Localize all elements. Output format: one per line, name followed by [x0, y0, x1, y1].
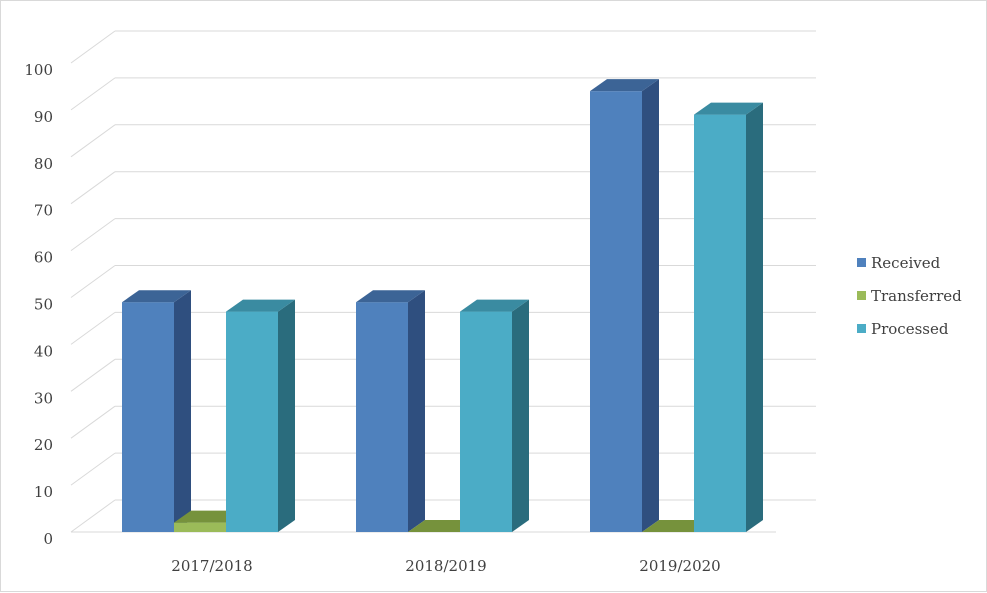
legend-label: Processed	[871, 320, 949, 338]
bar-processed-0	[226, 299, 295, 532]
bar-top	[590, 79, 659, 92]
gridline-diagonal	[70, 124, 116, 158]
bar-top	[122, 290, 191, 303]
bar-received-1	[356, 290, 425, 532]
legend-swatch	[857, 324, 866, 333]
bar-front	[226, 311, 278, 532]
bar-front	[174, 522, 226, 532]
bar-side	[408, 290, 425, 532]
gridline-diagonal	[70, 452, 116, 486]
legend-swatch	[857, 291, 866, 300]
x-category-label: 2018/2019	[405, 557, 486, 575]
bar-front	[122, 302, 174, 532]
bar-side	[642, 79, 659, 532]
legend-label: Transferred	[871, 287, 962, 305]
gridline-diagonal	[70, 30, 116, 64]
bar-received-0	[122, 290, 191, 532]
bar-received-2	[590, 79, 659, 532]
gridline-diagonal	[70, 499, 116, 533]
y-tick-label: 10	[34, 483, 53, 501]
y-tick-label: 70	[34, 202, 53, 220]
bar-top	[356, 290, 425, 303]
bar-processed-2	[694, 102, 763, 532]
y-tick-label: 60	[34, 249, 53, 267]
bar-side	[278, 299, 295, 532]
y-tick-label: 40	[34, 342, 53, 360]
y-tick-label: 80	[34, 155, 53, 173]
bar-transferred-1	[408, 520, 477, 532]
y-axis-ticks: 0 10 20 30 40 50 60 70 80 90 100	[24, 61, 53, 548]
bars	[122, 79, 763, 532]
x-category-label: 2017/2018	[171, 557, 252, 575]
y-tick-label: 30	[34, 389, 53, 407]
bar-top	[460, 299, 529, 312]
bar-top	[642, 520, 711, 532]
y-tick-label: 50	[34, 296, 53, 314]
bar-front	[590, 91, 642, 532]
bar-side	[512, 299, 529, 532]
y-tick-label: 0	[43, 530, 53, 548]
y-tick-label: 90	[34, 108, 53, 126]
bar-front	[694, 114, 746, 532]
bar-top	[408, 520, 477, 532]
legend-label: Received	[871, 254, 941, 272]
gridline-diagonal	[70, 405, 116, 439]
bar-side	[174, 290, 191, 532]
bar-side	[746, 102, 763, 532]
bar-transferred-2	[642, 520, 711, 532]
bar-top	[694, 102, 763, 115]
gridline-diagonal	[70, 358, 116, 392]
bar-top	[226, 299, 295, 312]
bar-front	[356, 302, 408, 532]
bar-processed-1	[460, 299, 529, 532]
legend-swatch	[857, 258, 866, 267]
gridline-diagonal	[70, 265, 116, 298]
gridline-diagonal	[70, 218, 116, 252]
y-tick-label: 20	[34, 436, 53, 454]
gridline-diagonal	[70, 171, 116, 205]
x-category-label: 2019/2020	[639, 557, 720, 575]
bar-front	[460, 311, 512, 532]
gridline-diagonal	[70, 77, 116, 111]
y-tick-label: 100	[24, 61, 53, 79]
gridline-diagonal	[70, 311, 116, 345]
legend: Received Transferred Processed	[857, 254, 962, 338]
x-axis-categories: 2017/2018 2018/2019 2019/2020	[171, 557, 720, 575]
bar-top	[174, 510, 243, 523]
